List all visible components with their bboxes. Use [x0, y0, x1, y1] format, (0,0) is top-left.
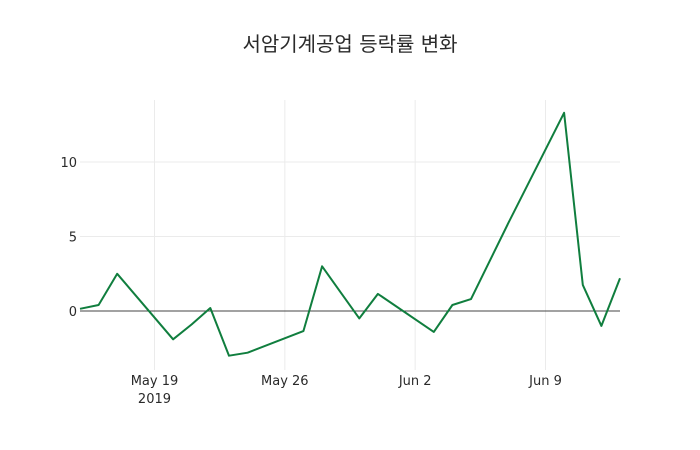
- x-tick-label: May 19: [131, 374, 179, 389]
- x-tick-year-label: 2019: [138, 392, 171, 407]
- gridlines: [80, 100, 620, 370]
- chart-title: 서암기계공업 등락률 변화: [242, 32, 458, 56]
- x-tick-label: Jun 9: [528, 374, 562, 389]
- y-tick-label: 5: [69, 231, 77, 246]
- series-line-change-rate: [79, 111, 621, 357]
- x-tick-label: Jun 2: [398, 374, 432, 389]
- x-axis-ticks: May 19 2019 May 26 Jun 2 Jun 9: [131, 374, 562, 407]
- y-tick-label: 0: [69, 305, 77, 320]
- y-tick-label: 10: [60, 156, 77, 171]
- y-axis-ticks: 0 5 10: [60, 156, 77, 320]
- x-tick-label: May 26: [261, 374, 309, 389]
